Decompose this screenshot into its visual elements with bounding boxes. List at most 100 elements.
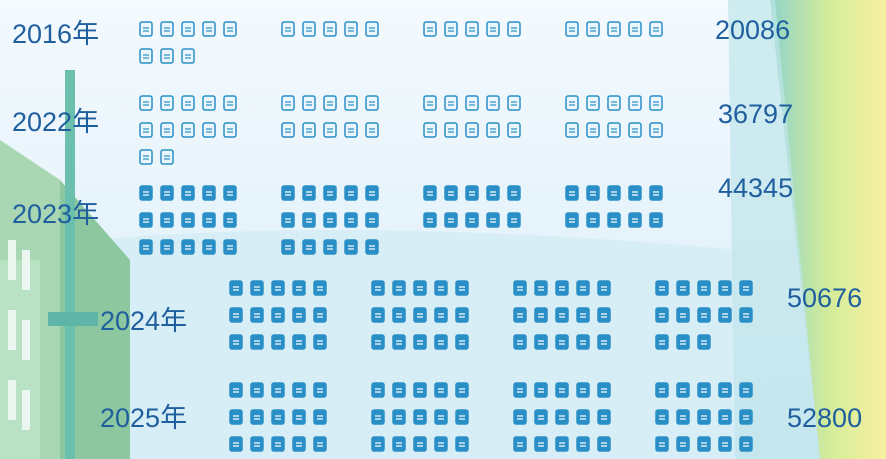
icon	[314, 383, 326, 397]
icon	[587, 213, 599, 227]
icon	[656, 281, 668, 295]
icon	[650, 22, 662, 36]
icon	[251, 281, 263, 295]
icon	[230, 281, 242, 295]
icon	[366, 123, 378, 137]
icon	[161, 96, 173, 110]
icon	[224, 22, 236, 36]
icon	[629, 186, 641, 200]
icon	[487, 123, 499, 137]
icon	[535, 281, 547, 295]
icon	[366, 213, 378, 227]
icon	[414, 335, 426, 349]
icon	[366, 240, 378, 254]
icon	[424, 123, 436, 137]
icon	[182, 240, 194, 254]
icon	[514, 308, 526, 322]
icon	[140, 150, 152, 164]
icon	[698, 335, 710, 349]
icon	[303, 96, 315, 110]
icon	[224, 240, 236, 254]
icon	[445, 213, 457, 227]
icon	[182, 22, 194, 36]
icon	[282, 186, 294, 200]
icon	[535, 308, 547, 322]
icon	[508, 22, 520, 36]
infographic: 2016年200862022年367972023年443452024年50676…	[0, 0, 886, 459]
icon	[456, 437, 468, 451]
icon	[182, 123, 194, 137]
icon	[466, 123, 478, 137]
icon	[456, 410, 468, 424]
icon	[230, 437, 242, 451]
year-label: 2022年	[12, 107, 99, 137]
icon	[435, 410, 447, 424]
icon	[656, 410, 668, 424]
icon	[608, 186, 620, 200]
icon	[577, 410, 589, 424]
icon	[598, 281, 610, 295]
icon	[372, 281, 384, 295]
icon	[598, 308, 610, 322]
icon	[282, 96, 294, 110]
icon	[161, 213, 173, 227]
icon	[345, 240, 357, 254]
icon	[282, 22, 294, 36]
icon	[608, 22, 620, 36]
icon	[293, 383, 305, 397]
icon	[656, 308, 668, 322]
icon	[535, 383, 547, 397]
icon	[656, 383, 668, 397]
icon	[324, 96, 336, 110]
icon	[324, 213, 336, 227]
icon	[140, 49, 152, 63]
icon	[456, 383, 468, 397]
icon	[293, 335, 305, 349]
icon	[587, 22, 599, 36]
icon	[303, 123, 315, 137]
icon	[393, 410, 405, 424]
icon	[203, 22, 215, 36]
icon	[182, 213, 194, 227]
icon	[535, 335, 547, 349]
icon	[587, 123, 599, 137]
icon	[566, 96, 578, 110]
icon	[303, 22, 315, 36]
icon	[698, 308, 710, 322]
icon	[650, 123, 662, 137]
icon	[140, 240, 152, 254]
icon	[293, 437, 305, 451]
icon	[514, 335, 526, 349]
icon	[203, 96, 215, 110]
icon	[577, 308, 589, 322]
icon	[182, 96, 194, 110]
icon	[719, 383, 731, 397]
icon	[272, 410, 284, 424]
icon	[414, 383, 426, 397]
icon	[487, 213, 499, 227]
icon	[324, 186, 336, 200]
icon	[161, 240, 173, 254]
icon	[466, 213, 478, 227]
icon	[203, 123, 215, 137]
icon	[719, 281, 731, 295]
icon	[203, 213, 215, 227]
icon	[230, 308, 242, 322]
icon	[629, 213, 641, 227]
icon	[140, 96, 152, 110]
icon	[366, 96, 378, 110]
icon	[161, 123, 173, 137]
value-label: 20086	[715, 15, 790, 45]
icon	[230, 410, 242, 424]
icon	[508, 123, 520, 137]
icon	[140, 22, 152, 36]
icon	[740, 410, 752, 424]
icon	[251, 335, 263, 349]
icon	[719, 437, 731, 451]
icon	[424, 186, 436, 200]
icon	[677, 410, 689, 424]
icon	[598, 437, 610, 451]
icon	[719, 308, 731, 322]
icon	[272, 383, 284, 397]
icon	[224, 213, 236, 227]
